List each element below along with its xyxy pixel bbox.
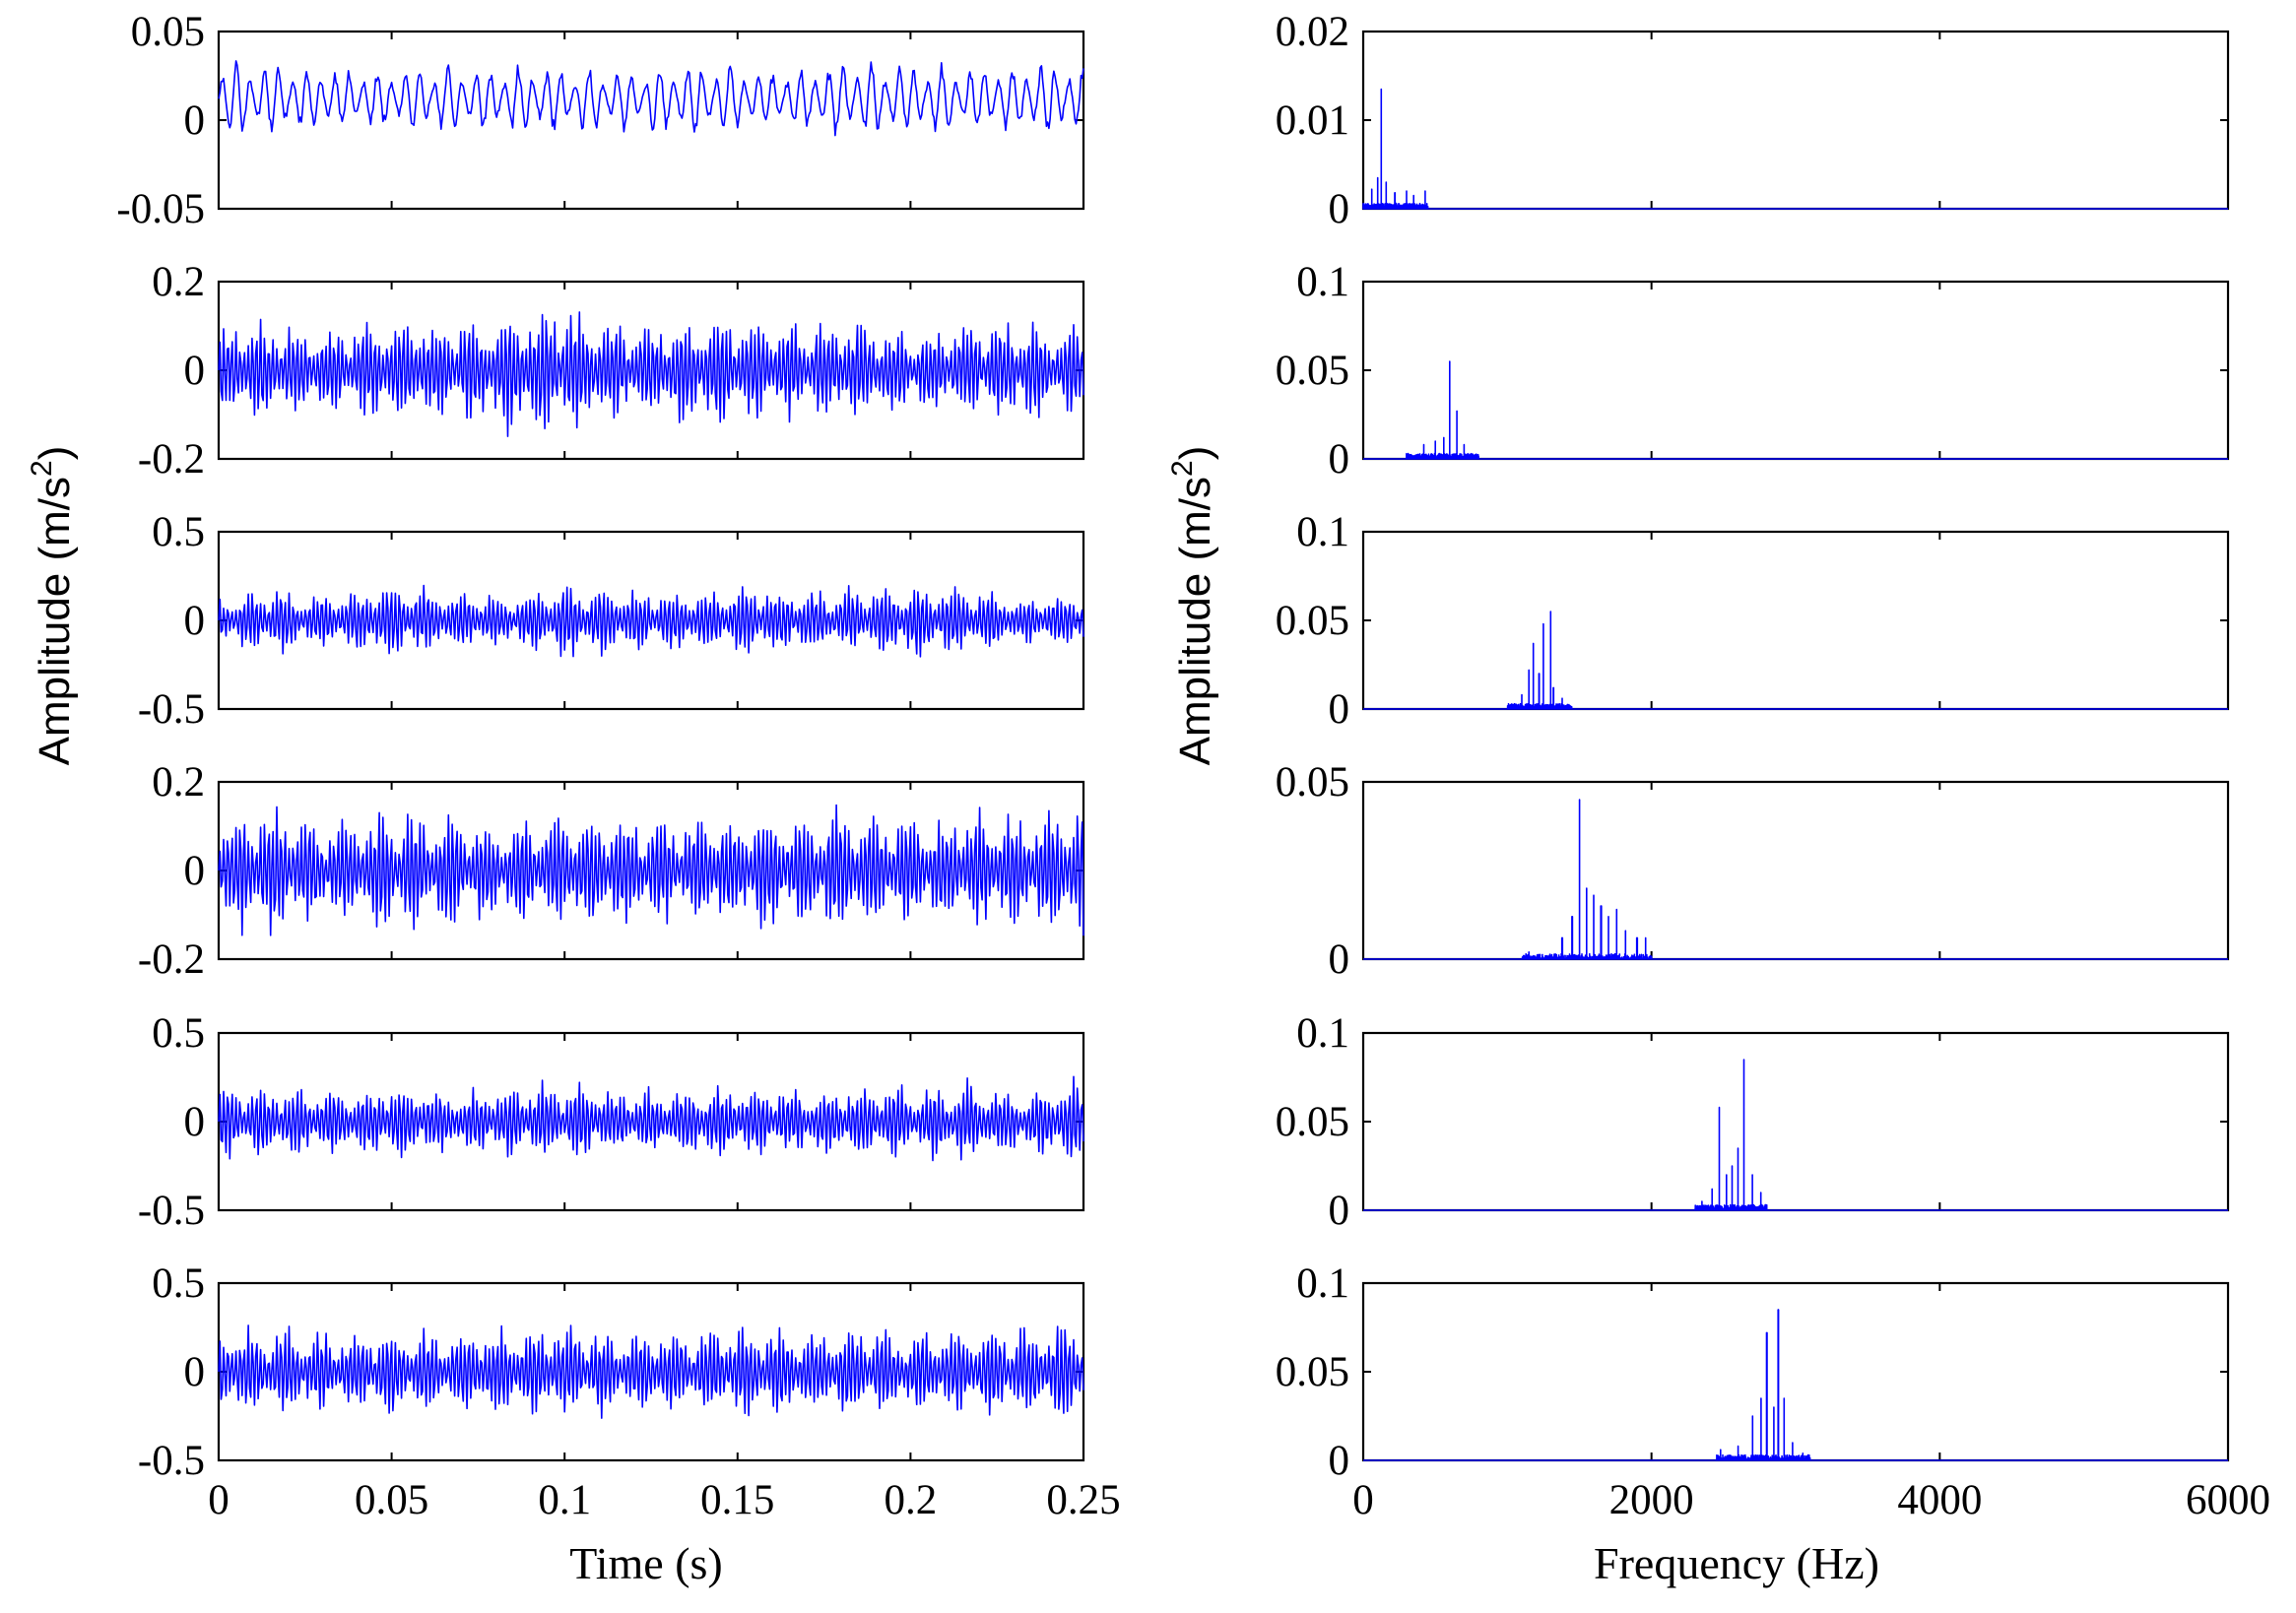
time-6-xtick-label: 0.15 bbox=[700, 1477, 774, 1523]
spectrum-2-ytick-label: 0.1 bbox=[1296, 259, 1349, 305]
time-5-ytick-label: 0 bbox=[184, 1099, 206, 1145]
spectrum-2-axes-frame bbox=[1361, 280, 2230, 461]
time-2-ytick-label: -0.2 bbox=[138, 436, 205, 483]
spectrum-6-series-line bbox=[1363, 1309, 2228, 1461]
time-4-ytick-label: 0 bbox=[184, 848, 206, 894]
spectrum-5-series-line bbox=[1363, 1059, 2228, 1211]
time-6-ytick-label: 0 bbox=[184, 1349, 206, 1395]
spectrum-6-xtick-label: 4000 bbox=[1897, 1477, 1982, 1523]
time-5-series-line bbox=[218, 1075, 1084, 1162]
time-3-ytick-label: 0 bbox=[184, 598, 206, 644]
time-3-panel: 0.5 0 -0.5 bbox=[138, 509, 1085, 733]
spectrum-6-xtick-label: 6000 bbox=[2186, 1477, 2270, 1523]
spectrum-5-ytick-label: 0.1 bbox=[1296, 1010, 1349, 1057]
spectrum-1-ytick-label: 0.01 bbox=[1276, 97, 1349, 144]
right-x-axis-title: Frequency (Hz) bbox=[1594, 1538, 1879, 1588]
spectrum-5-ytick-label: 0 bbox=[1329, 1188, 1350, 1234]
spectrum-5-axes-frame bbox=[1361, 1031, 2230, 1212]
time-6-xtick-label: 0.2 bbox=[885, 1477, 938, 1523]
spectrum-2-ytick-label: 0.05 bbox=[1276, 348, 1349, 394]
time-6-xtick-label: 0.1 bbox=[538, 1477, 591, 1523]
time-5-ytick-label: 0.5 bbox=[152, 1010, 205, 1057]
spectrum-1-series-line bbox=[1362, 88, 2228, 210]
time-1-ytick-label: -0.05 bbox=[116, 186, 205, 232]
time-4-panel: 0.2 0 -0.2 bbox=[138, 759, 1085, 983]
time-6-ytick-label: 0.5 bbox=[152, 1260, 205, 1307]
time-6-xtick-label: 0 bbox=[208, 1477, 230, 1523]
spectrum-3-axes-frame bbox=[1361, 530, 2230, 711]
spectrum-6-ytick-label: 0 bbox=[1329, 1438, 1350, 1484]
spectrum-1-ytick-label: 0.02 bbox=[1276, 9, 1349, 55]
time-3-ytick-label: -0.5 bbox=[138, 686, 205, 733]
subplot-grid: 0.050-0.050.20-0.20.50-0.50.20-0.20.50-0… bbox=[116, 9, 2270, 1523]
spectrum-6-ytick-label: 0.1 bbox=[1296, 1260, 1349, 1307]
spectrum-3-ytick-label: 0.1 bbox=[1296, 509, 1349, 555]
spectrum-3-ytick-label: 0.05 bbox=[1276, 598, 1349, 644]
right-y-axis-title: Amplitude (m/s2) bbox=[1166, 446, 1219, 766]
spectrum-4-ytick-label: 0.05 bbox=[1276, 759, 1349, 806]
time-2-ytick-label: 0.2 bbox=[152, 259, 205, 305]
left-y-axis-title: Amplitude (m/s2) bbox=[26, 446, 79, 766]
time-4-ytick-label: 0.2 bbox=[152, 759, 205, 806]
time-4-ytick-label: -0.2 bbox=[138, 936, 205, 983]
spectrum-5-ytick-label: 0.05 bbox=[1276, 1099, 1349, 1145]
time-1-ytick-label: 0.05 bbox=[131, 9, 205, 55]
time-1-panel: 0.05 0 -0.05 bbox=[116, 9, 1085, 232]
spectrum-1-axes-frame bbox=[1361, 30, 2230, 211]
spectrum-4-series-line bbox=[1363, 799, 2228, 960]
spectrum-1-panel: 0.02 0.01 0 bbox=[1276, 9, 2230, 232]
time-6-series-line bbox=[218, 1324, 1084, 1419]
spectrum-4-panel: 0.05 0 bbox=[1276, 759, 2230, 983]
time-6-ytick-label: -0.5 bbox=[138, 1438, 205, 1484]
spectrum-5-panel: 0.1 0.05 0 bbox=[1276, 1010, 2230, 1234]
spectrum-3-series-line bbox=[1363, 611, 2228, 710]
time-3-series-line bbox=[218, 584, 1084, 658]
time-2-panel: 0.2 0 -0.2 bbox=[138, 259, 1085, 483]
spectrum-1-ytick-label: 0 bbox=[1329, 186, 1350, 232]
time-1-series-line bbox=[218, 60, 1084, 137]
time-1-ytick-label: 0 bbox=[184, 97, 206, 144]
time-2-series-line bbox=[218, 311, 1084, 437]
time-6-xtick-label: 0.25 bbox=[1046, 1477, 1120, 1523]
right-y-axis-title-exponent: 2 bbox=[1166, 460, 1199, 477]
time-3-ytick-label: 0.5 bbox=[152, 509, 205, 555]
spectrum-2-panel: 0.1 0.05 0 bbox=[1276, 259, 2230, 483]
spectrum-6-panel: 0.1 0.05 00 2000 4000 6000 bbox=[1276, 1260, 2270, 1523]
left-y-axis-title-exponent: 2 bbox=[26, 460, 58, 477]
spectrum-4-ytick-label: 0 bbox=[1329, 936, 1350, 983]
spectrum-4-axes-frame bbox=[1361, 780, 2230, 961]
time-4-series-line bbox=[218, 804, 1084, 936]
spectrum-3-ytick-label: 0 bbox=[1329, 686, 1350, 733]
spectrum-3-panel: 0.1 0.05 0 bbox=[1276, 509, 2230, 733]
spectrum-6-ytick-label: 0.05 bbox=[1276, 1349, 1349, 1395]
time-5-panel: 0.5 0 -0.5 bbox=[138, 1010, 1085, 1234]
time-2-ytick-label: 0 bbox=[184, 348, 206, 394]
spectrum-2-series-line bbox=[1363, 360, 2228, 460]
spectrum-6-axes-frame bbox=[1361, 1281, 2230, 1462]
spectrum-6-xtick-label: 2000 bbox=[1609, 1477, 1694, 1523]
time-6-xtick-label: 0.05 bbox=[355, 1477, 428, 1523]
time-6-panel: 0.50-0.50 0.05 0.1 0.15 0.2 0.25 bbox=[138, 1260, 1121, 1523]
spectrum-2-ytick-label: 0 bbox=[1329, 436, 1350, 483]
spectrum-6-xtick-label: 0 bbox=[1352, 1477, 1374, 1523]
time-5-ytick-label: -0.5 bbox=[138, 1188, 205, 1234]
left-x-axis-title: Time (s) bbox=[569, 1538, 723, 1588]
